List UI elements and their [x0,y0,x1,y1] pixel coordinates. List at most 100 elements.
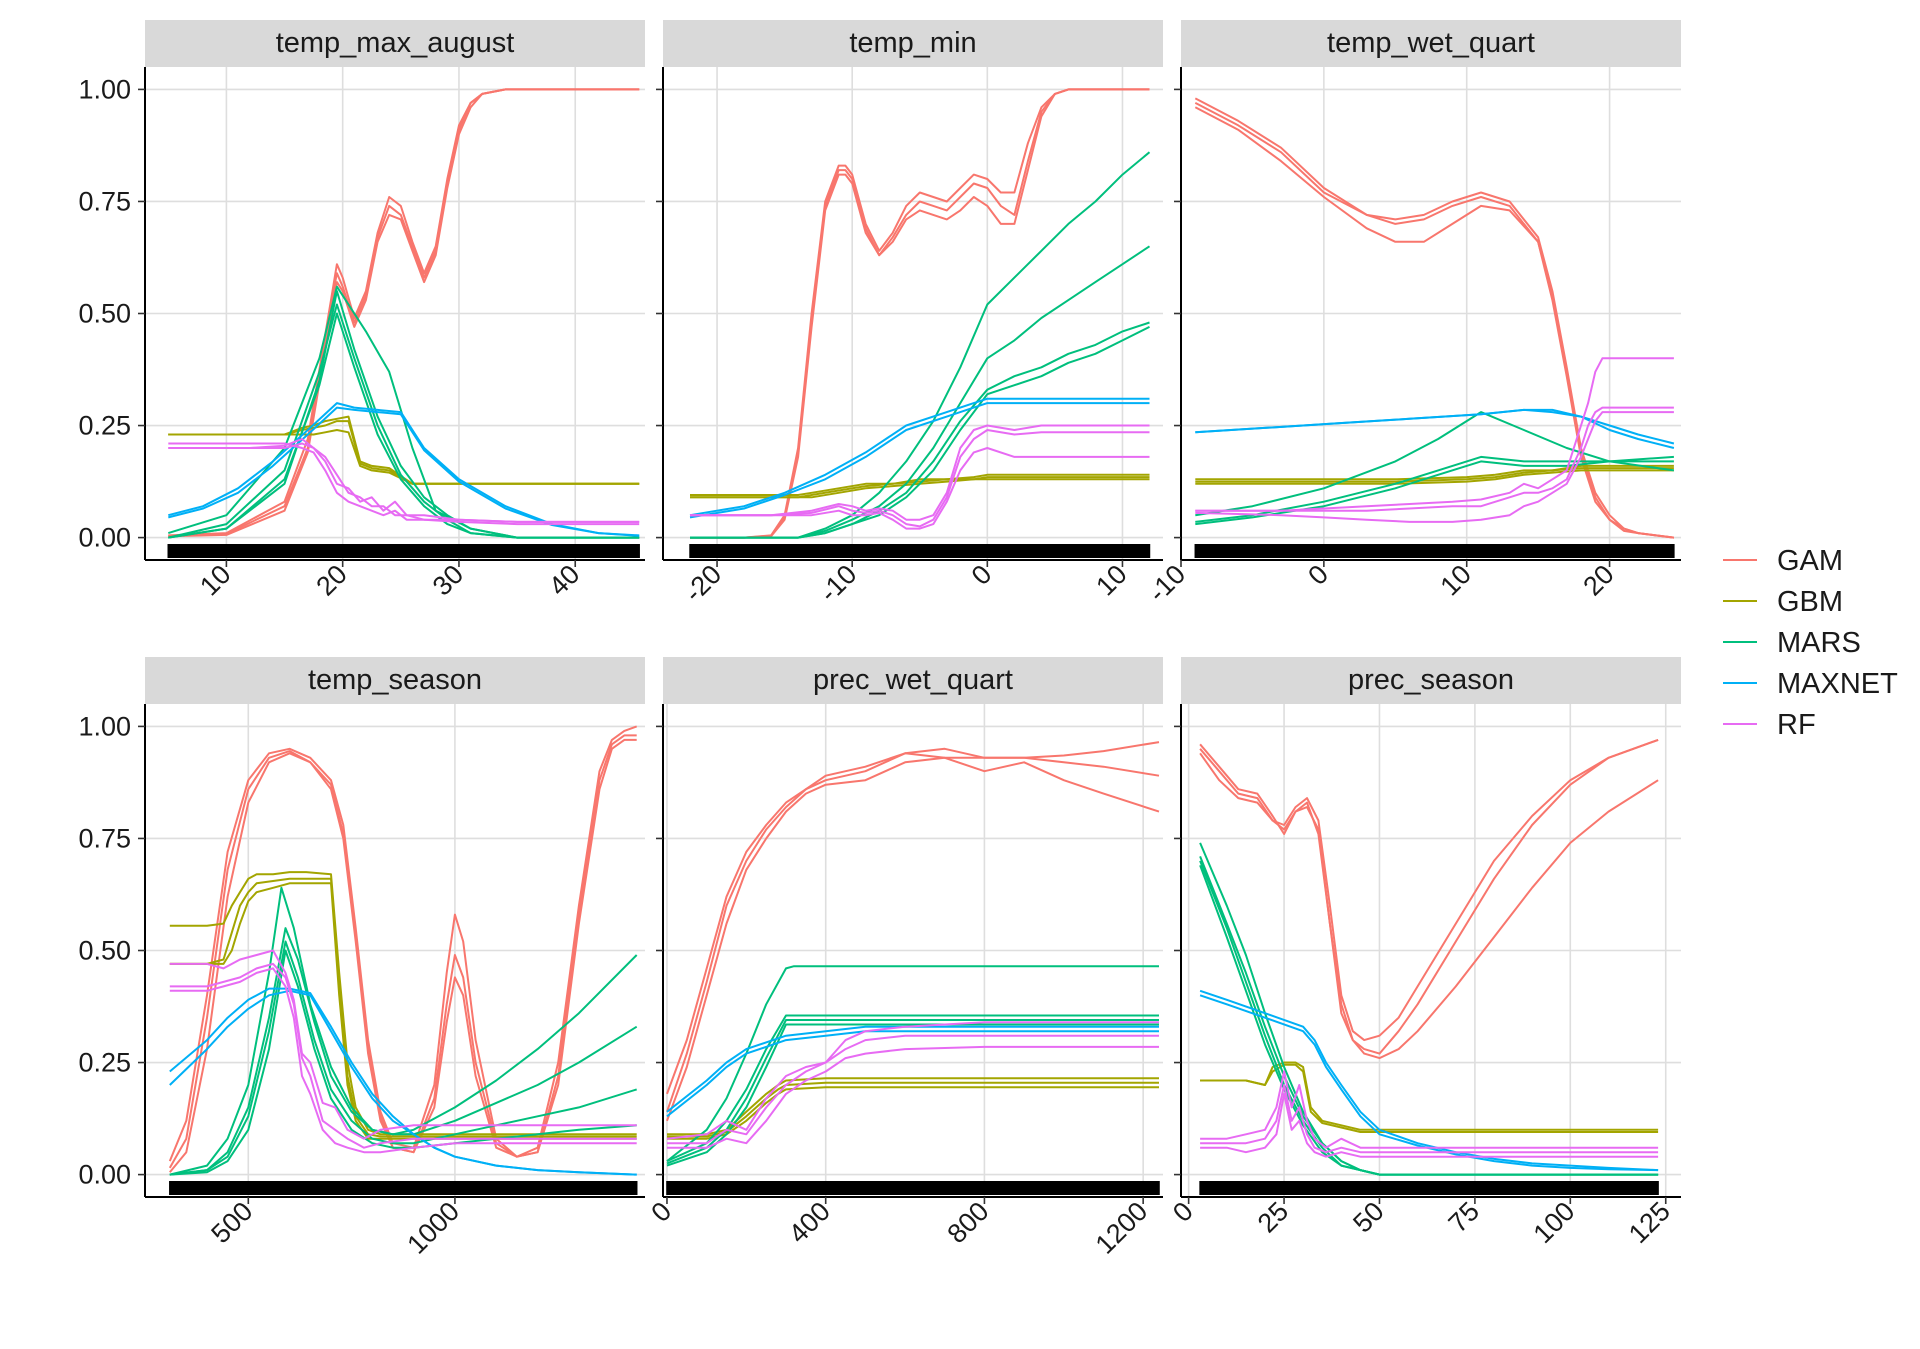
series-line-mars [666,1014,1159,1163]
y-tick-label: 0.75 [78,823,131,853]
series-line-maxnet [689,402,1150,519]
facet-title: temp_min [849,27,976,59]
panel-temp-season: temp_season 0.00 0.25 0.50 0.75 1.00 500 1000 [78,657,645,1260]
series-line-gam [1194,106,1675,539]
series-line-rf [690,429,1150,528]
x-tick-label: 50 [1347,1196,1389,1238]
series-line-rf [690,447,1150,530]
series-line-gam [666,756,1160,1122]
series-line-gbm [169,871,637,1136]
series-line-rf [667,1034,1159,1145]
series-line-maxnet [666,1025,1159,1113]
series-line-gam [666,741,1160,1095]
y-tick-label: 0.00 [78,1160,131,1190]
rug-band [690,544,1150,558]
x-tick-label: 1200 [1090,1196,1154,1260]
x-tick-label: 1000 [401,1196,465,1260]
x-tick-label: 400 [783,1196,836,1249]
series-line-mars [666,965,1159,1162]
y-tick-label: 0.50 [78,936,131,966]
y-tick-label: 0.25 [78,411,131,441]
series-line-mars [1195,455,1674,526]
x-tick-label: -10 [1142,559,1191,608]
y-tick-label: 0.25 [78,1048,131,1078]
rug-band [1200,1181,1659,1195]
series-line-maxnet [666,1030,1159,1118]
series-line-rf [667,1045,1159,1149]
series-line-mars [1195,455,1674,523]
facet-strip [145,657,645,704]
series-line-maxnet [1199,989,1659,1172]
x-tick-label: 0 [966,559,998,591]
series-line-mars [169,940,637,1176]
legend-entry: GAM [1723,545,1843,577]
x-tick-label: 40 [543,559,585,601]
series-line-gbm [1195,464,1674,481]
series-line-gam [690,88,1150,539]
series-line-mars [1199,864,1659,1176]
legend-label: MARS [1777,627,1861,659]
series-line-gam [1199,752,1659,1060]
legend-entry: MAXNET [1723,668,1898,700]
legend-label: GBM [1777,586,1843,618]
rug-band [1195,544,1674,558]
series-line-gbm [690,473,1150,496]
series-group [1199,738,1659,1176]
x-tick-label: 10 [1090,559,1132,601]
x-tick-label: 0 [1302,559,1334,591]
x-tick-label: 10 [194,559,236,601]
facet-strip [663,657,1163,704]
grid [663,704,1163,1197]
panel-temp-max-august: temp_max_august 0.00 0.25 0.50 0.75 1.00 10 20 3… [78,20,645,601]
rug-band [169,1181,637,1195]
series-group [168,725,638,1176]
x-tick-label: 500 [205,1196,258,1249]
rug-band [168,544,640,558]
series-line-rf [168,438,640,523]
series-line-gam [666,747,1160,1113]
series-line-gam [169,738,637,1173]
series-line-gbm [1195,467,1674,483]
series-line-rf [690,424,1150,521]
panels-layer: temp_max_august 0.00 0.25 0.50 0.75 1.00 10 20 3… [78,20,1681,1260]
facet-strip [145,20,645,67]
x-tick-label: 30 [427,559,469,601]
x-tick-label: 20 [1577,559,1619,601]
series-line-maxnet [689,397,1150,517]
x-tick-label: -10 [814,559,863,608]
series-line-maxnet [168,406,640,537]
facet-strip [1181,657,1681,704]
legend-label: GAM [1777,545,1843,577]
series-line-mars [169,927,638,1176]
series-line-rf [169,967,637,1154]
rug [167,544,640,558]
series-line-rf [169,962,637,1149]
series-line-gam [1194,97,1675,539]
series-group [1194,97,1675,539]
y-tick-label: 0.75 [78,186,131,216]
legend-label: RF [1777,709,1816,741]
series-line-rf [169,949,637,1140]
series-line-rf [1195,357,1674,512]
x-tick-label: 100 [1527,1196,1580,1249]
x-tick-label: 0 [645,1196,677,1228]
series-line-mars [690,245,1151,539]
series-line-mars [168,312,640,539]
series-line-mars [690,151,1151,539]
rug [1199,1181,1659,1195]
rug [666,1181,1160,1195]
facet-strip [1181,20,1681,67]
series-line-gam [1199,738,1659,1055]
series-line-rf [1200,1084,1659,1154]
x-tick-label: 0 [1167,1196,1199,1228]
legend-entry: GBM [1723,586,1843,618]
facet-title: temp_wet_quart [1327,27,1535,59]
series-line-maxnet [168,402,640,537]
y-tick-label: 1.00 [78,711,131,741]
series-line-rf [168,442,640,523]
series-group [666,741,1160,1167]
rug [689,544,1151,558]
series-line-mars [666,1023,1159,1167]
